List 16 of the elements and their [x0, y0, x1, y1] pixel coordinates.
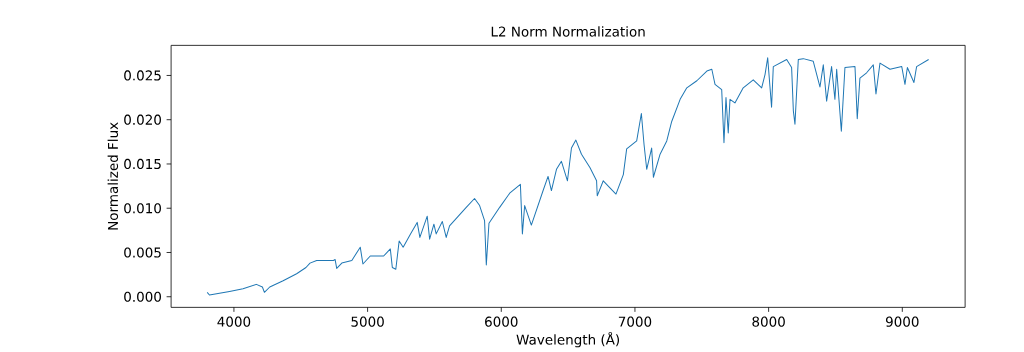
y-tick-label: 0.015 — [124, 158, 161, 170]
y-tick-label: 0.005 — [124, 247, 161, 258]
x-tick-label: 8000 — [752, 316, 785, 327]
y-tick-label: 0.000 — [124, 291, 161, 302]
x-tick-label: 7000 — [618, 316, 652, 327]
x-tick-label: 5000 — [351, 316, 384, 327]
line-series — [206, 57, 930, 296]
chart-title: L2 Norm Normalization — [491, 26, 645, 37]
y-tick-label: 0.020 — [124, 114, 161, 125]
x-tick-label: 9000 — [885, 316, 919, 327]
y-tick-label: 0.010 — [124, 203, 161, 214]
x-axis-title: Wavelength (Å) — [516, 332, 620, 348]
y-axis-title: Normalized Flux — [107, 122, 119, 230]
x-tick-label: 4000 — [217, 316, 251, 327]
y-tick-label: 0.025 — [124, 70, 161, 81]
x-tick-label: 6000 — [485, 316, 518, 327]
